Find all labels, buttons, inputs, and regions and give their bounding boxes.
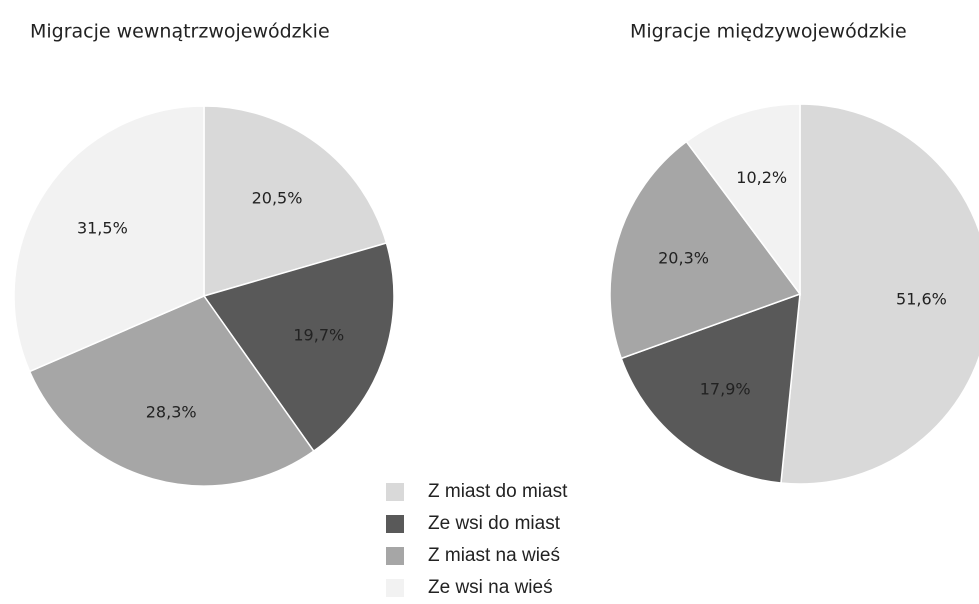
legend-swatch [386, 579, 404, 597]
value-label: 51,6% [896, 290, 947, 309]
pie-slice [609, 140, 802, 360]
legend-swatch [386, 547, 404, 565]
legend-label: Z miast do miast [428, 481, 568, 502]
legend-swatch [386, 483, 404, 501]
pie-slice [620, 292, 801, 484]
value-label: 10,2% [736, 168, 787, 187]
value-label: 31,5% [77, 219, 128, 238]
legend-label: Ze wsi na wieś [428, 577, 553, 598]
pie-slice [203, 105, 388, 297]
pie-slice [202, 242, 395, 453]
value-label: 17,9% [700, 379, 751, 398]
pie-slice [780, 103, 979, 485]
value-label: 28,3% [146, 403, 197, 422]
chart-title: Migracje międzywojewódzkie [630, 21, 907, 43]
legend-swatch [386, 515, 404, 533]
value-label: 19,7% [293, 326, 344, 345]
pie-slice [13, 105, 205, 373]
chart-title: Migracje wewnątrzwojewódzkie [30, 21, 330, 43]
legend-label: Ze wsi do miast [428, 513, 561, 534]
value-label: 20,3% [658, 248, 709, 267]
pie-slice [685, 103, 801, 297]
pie-slice [28, 295, 315, 487]
value-label: 20,5% [252, 188, 303, 207]
legend-label: Z miast na wieś [428, 545, 560, 566]
